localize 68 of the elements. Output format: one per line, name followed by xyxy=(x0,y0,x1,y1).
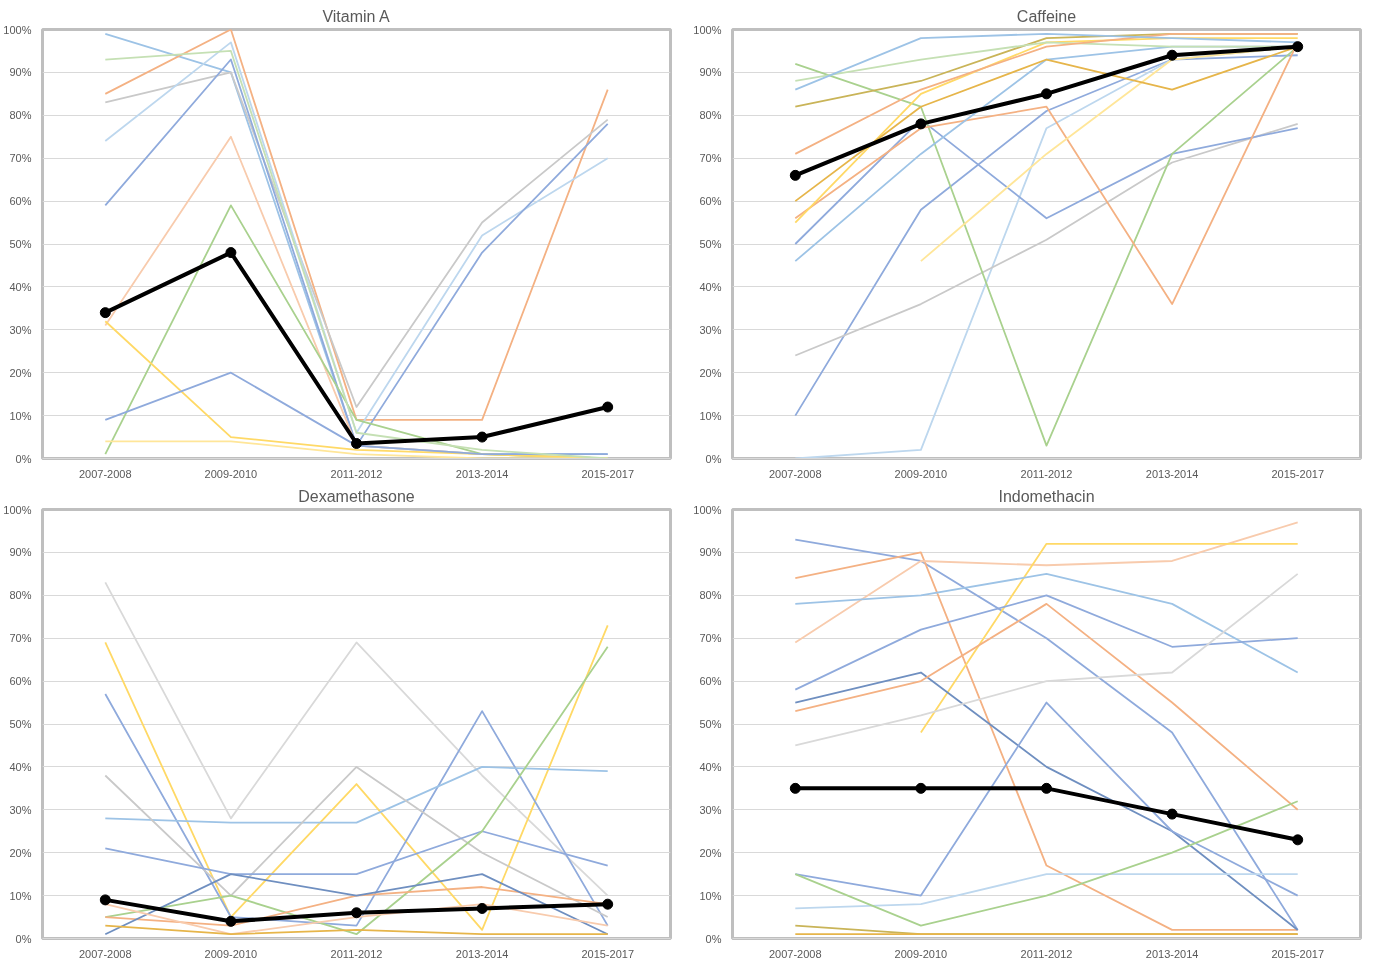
y-tick-label: 80% xyxy=(9,589,32,602)
chart-title: Vitamin A xyxy=(322,7,391,25)
y-tick-label: 10% xyxy=(9,889,32,902)
y-tick-label: 40% xyxy=(9,760,32,773)
x-tick-label: 2013-2014 xyxy=(1145,947,1199,960)
y-tick-label: 80% xyxy=(699,589,722,602)
chart-title: Dexamethasone xyxy=(298,487,415,505)
y-tick-label: 50% xyxy=(9,718,32,730)
x-tick-label: 2011-2012 xyxy=(1020,947,1073,960)
y-tick-label: 60% xyxy=(9,195,32,208)
y-tick-label: 90% xyxy=(699,66,722,79)
y-tick-label: 30% xyxy=(699,803,722,816)
x-tick-label: 2015-2017 xyxy=(581,467,635,480)
y-tick-label: 90% xyxy=(9,66,32,79)
y-tick-label: 50% xyxy=(699,718,722,730)
y-tick-label: 0% xyxy=(705,932,722,945)
x-tick-label: 2011-2012 xyxy=(1020,467,1073,480)
x-tick-label: 2009-2010 xyxy=(204,947,258,960)
y-tick-label: 60% xyxy=(9,675,32,688)
y-tick-label: 100% xyxy=(3,503,32,516)
y-tick-label: 30% xyxy=(9,323,32,336)
chart-title: Caffeine xyxy=(1016,7,1077,25)
y-tick-label: 80% xyxy=(9,109,32,122)
y-tick-label: 0% xyxy=(705,452,722,465)
chart-title: Indomethacin xyxy=(998,487,1095,505)
x-tick-label: 2013-2014 xyxy=(455,947,509,960)
y-tick-label: 70% xyxy=(699,632,722,645)
y-tick-label: 50% xyxy=(9,238,32,250)
x-tick-label: 2015-2017 xyxy=(581,947,635,960)
y-tick-label: 20% xyxy=(699,366,722,379)
y-tick-label: 20% xyxy=(9,366,32,379)
x-tick-label: 2015-2017 xyxy=(1271,467,1325,480)
y-tick-label: 70% xyxy=(699,152,722,165)
y-tick-label: 100% xyxy=(3,23,32,36)
x-tick-label: 2013-2014 xyxy=(455,467,509,480)
y-tick-label: 80% xyxy=(699,109,722,122)
x-tick-label: 2009-2010 xyxy=(204,467,258,480)
x-tick-label: 2007-2008 xyxy=(79,467,132,480)
y-tick-label: 0% xyxy=(15,932,32,945)
y-tick-label: 30% xyxy=(699,323,722,336)
y-tick-label: 0% xyxy=(15,452,32,465)
y-tick-label: 30% xyxy=(9,803,32,816)
x-tick-label: 2011-2012 xyxy=(330,467,383,480)
x-tick-label: 2013-2014 xyxy=(1145,467,1199,480)
y-tick-label: 100% xyxy=(693,503,722,516)
y-tick-label: 60% xyxy=(699,195,722,208)
y-tick-label: 90% xyxy=(9,546,32,559)
y-tick-label: 10% xyxy=(9,409,32,422)
y-tick-label: 20% xyxy=(699,846,722,859)
x-tick-label: 2007-2008 xyxy=(769,947,822,960)
y-tick-label: 40% xyxy=(9,280,32,293)
x-tick-label: 2011-2012 xyxy=(330,947,383,960)
y-tick-label: 70% xyxy=(9,152,32,165)
x-tick-label: 2009-2010 xyxy=(894,467,948,480)
y-tick-label: 40% xyxy=(699,760,722,773)
x-tick-label: 2007-2008 xyxy=(79,947,132,960)
y-tick-label: 90% xyxy=(699,546,722,559)
x-tick-label: 2009-2010 xyxy=(894,947,948,960)
y-tick-label: 70% xyxy=(9,632,32,645)
y-tick-label: 40% xyxy=(699,280,722,293)
y-tick-label: 10% xyxy=(699,889,722,902)
x-tick-label: 2015-2017 xyxy=(1271,947,1325,960)
y-tick-label: 20% xyxy=(9,846,32,859)
y-tick-label: 50% xyxy=(699,238,722,250)
y-tick-label: 100% xyxy=(693,23,722,36)
y-tick-label: 60% xyxy=(699,675,722,688)
x-tick-label: 2007-2008 xyxy=(769,467,822,480)
y-tick-label: 10% xyxy=(699,409,722,422)
